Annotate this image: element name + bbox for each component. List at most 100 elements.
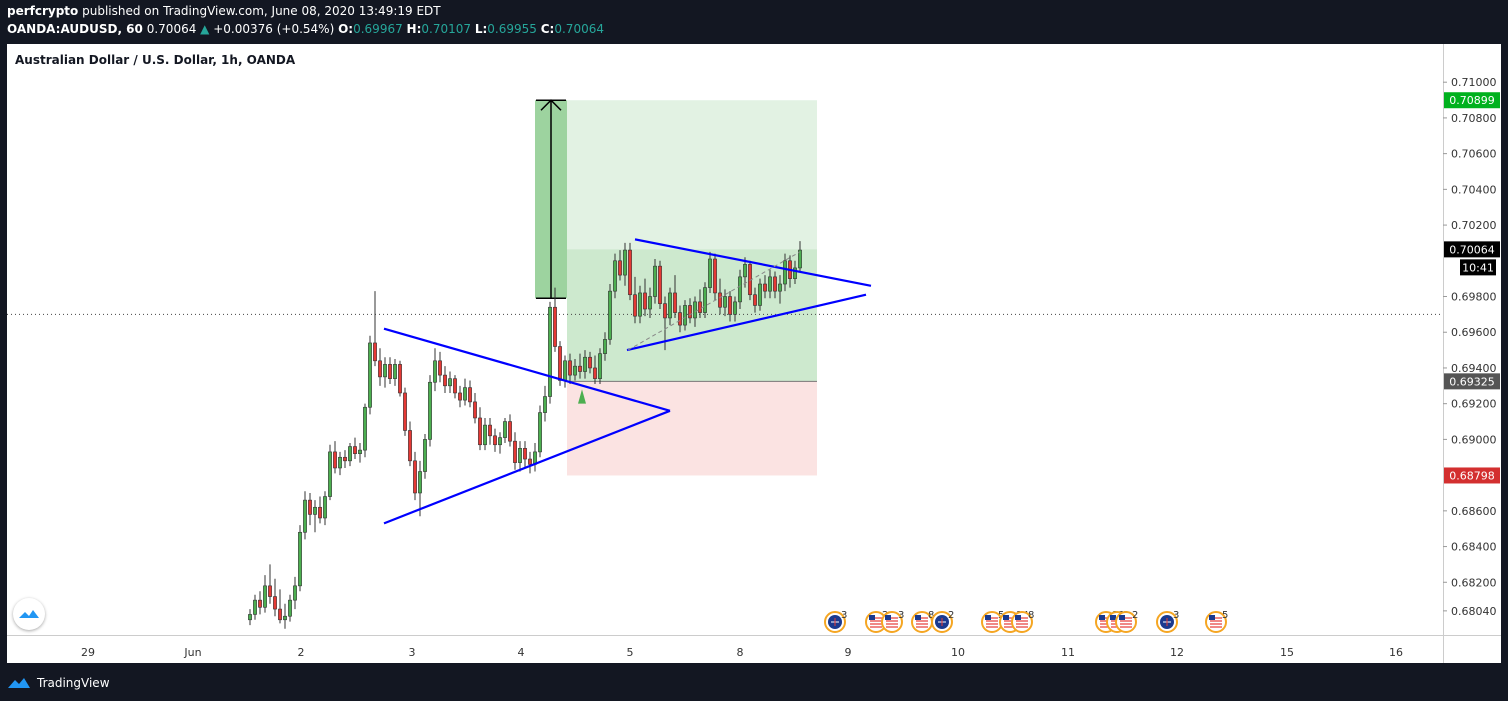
candle [338, 451, 342, 476]
candle-body [643, 292, 647, 310]
candle [308, 492, 312, 526]
candle-body [683, 305, 687, 326]
price-change: +0.00376 (+0.54%) [213, 22, 335, 36]
price-labels: 0.70899 0.70064 10:41 0.69325 0.68798 [1444, 92, 1500, 484]
candle [713, 253, 717, 301]
candle-body [338, 456, 342, 469]
candle-body [593, 367, 597, 379]
candle-body [318, 506, 322, 519]
triangle-lower-line [383, 409, 671, 525]
candle-body [288, 599, 292, 617]
candle-body [423, 439, 427, 472]
candle-body [378, 360, 382, 378]
up-arrow-icon: ▲ [200, 22, 210, 36]
time-tick-label: 12 [1170, 646, 1184, 659]
candle [673, 275, 677, 318]
candle [428, 375, 432, 447]
candle [353, 437, 357, 460]
chart-title: Australian Dollar / U.S. Dollar, 1h, OAN… [15, 53, 296, 67]
candle [683, 300, 687, 331]
candle-body [458, 392, 462, 401]
candle-body [583, 356, 587, 372]
candle [738, 269, 742, 310]
event-count-label: 5 [1222, 610, 1228, 621]
candle [618, 250, 622, 281]
time-tick-label: 2 [298, 646, 305, 659]
candle-body [438, 360, 442, 376]
candle-body [668, 292, 672, 319]
candle [278, 589, 282, 624]
candle-body [633, 294, 637, 317]
us-event-flag-icon: 5 [1205, 610, 1228, 633]
candle-body [663, 303, 667, 319]
price-tick-label: 0.70600 [1451, 148, 1497, 161]
candle [388, 357, 392, 385]
target-zone [567, 100, 817, 250]
candle-body [348, 446, 352, 462]
entry-price-label-text: 0.69325 [1449, 375, 1495, 388]
event-count-label: 8 [1028, 610, 1034, 621]
tradingview-badge[interactable] [13, 598, 45, 630]
candle-body [273, 596, 277, 610]
candle-body [523, 448, 527, 460]
candle-body [718, 292, 722, 308]
candle-body [363, 406, 367, 451]
candle [783, 253, 787, 292]
candle-body [308, 499, 312, 515]
candle-body [598, 353, 602, 379]
time-scale: 29 Jun 2 3 4 5 8 9 10 11 12 15 16 [81, 646, 1403, 659]
candle-body [413, 460, 417, 494]
time-tick-label: 8 [737, 646, 744, 659]
candle [568, 353, 572, 385]
chart-panel[interactable] [7, 44, 1501, 663]
candle [458, 385, 462, 408]
candle [678, 305, 682, 333]
footer-brand[interactable]: TradingView [37, 676, 110, 690]
candle [368, 335, 372, 415]
tradingview-logo-icon [8, 678, 30, 688]
price-tick-label: 0.70200 [1451, 219, 1497, 232]
candle [248, 609, 252, 626]
published-text: published on TradingView.com, June 08, 2… [82, 4, 441, 18]
candle [718, 278, 722, 315]
candle [373, 291, 377, 367]
candle-body [333, 451, 337, 469]
candle-body [753, 294, 757, 306]
us-event-flag-icon: 8 [911, 610, 934, 633]
candle [298, 525, 302, 592]
candle [473, 392, 477, 424]
author-name[interactable]: perfcrypto [7, 4, 79, 18]
candle-body [578, 365, 582, 372]
candle-body [373, 342, 377, 362]
candle [623, 242, 627, 286]
price-tick-label: 0.70800 [1451, 112, 1497, 125]
candle [328, 444, 332, 501]
candle-body [258, 599, 262, 608]
candle [408, 421, 412, 467]
candle [638, 285, 642, 324]
candle [523, 441, 527, 468]
candle-body [498, 437, 502, 446]
stop-price-label-text: 0.68798 [1449, 469, 1495, 482]
us-flag-canton [1003, 615, 1009, 620]
high-label: H: [406, 22, 422, 36]
candle-body [798, 249, 802, 269]
event-markers: 323825148332235 [824, 610, 1228, 633]
candle [628, 242, 632, 301]
candle [723, 289, 727, 317]
candle [698, 289, 702, 318]
flag-upper-line [634, 238, 872, 287]
us-event-flag-icon: 2 [1115, 610, 1138, 633]
candle [263, 575, 267, 613]
candle-body [688, 305, 692, 319]
candle-body [698, 301, 702, 313]
candle [508, 414, 512, 447]
time-tick-label: 10 [951, 646, 965, 659]
price-tick-label: 0.68040 [1451, 605, 1497, 618]
candle-body [303, 499, 307, 533]
candle-body [398, 364, 402, 394]
candle-body [588, 356, 592, 369]
candle-body [733, 301, 737, 315]
candle-body [693, 301, 697, 319]
